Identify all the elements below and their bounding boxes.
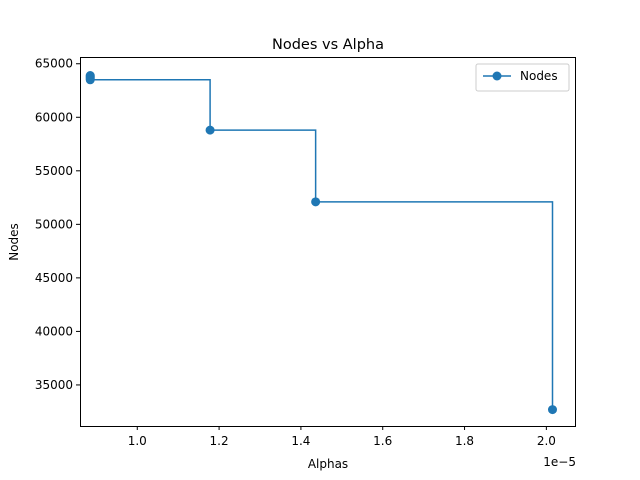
data-point	[85, 75, 95, 85]
y-axis-ticks: 35000 40000 45000 50000 55000 60000 65000	[35, 57, 80, 392]
y-tick-label: 55000	[35, 164, 73, 178]
x-axis-offset-label: 1e−5	[543, 455, 576, 469]
legend-marker	[492, 71, 502, 81]
y-tick-label: 35000	[35, 378, 73, 392]
x-tick-label: 1.4	[291, 434, 310, 448]
series-layer	[85, 71, 557, 415]
x-tick-label: 1.6	[373, 434, 392, 448]
x-tick-label: 1.0	[128, 434, 147, 448]
legend: Nodes	[475, 63, 570, 92]
data-point	[311, 197, 321, 207]
y-tick-label: 45000	[35, 271, 73, 285]
data-point	[548, 405, 557, 415]
chart-title: Nodes vs Alpha	[272, 37, 384, 53]
y-tick-label: 40000	[35, 324, 73, 338]
x-tick-label: 2.0	[537, 434, 556, 448]
y-axis-label: Nodes	[7, 223, 21, 261]
y-tick-label: 50000	[35, 217, 73, 231]
legend-box	[475, 63, 570, 92]
x-tick-label: 1.2	[210, 434, 229, 448]
x-axis-ticks: 1.0 1.2 1.4 1.6 1.8 2.0	[128, 426, 556, 448]
legend-label-nodes: Nodes	[520, 69, 558, 83]
y-tick-label: 65000	[35, 57, 73, 71]
x-tick-label: 1.8	[455, 434, 474, 448]
y-tick-label: 60000	[35, 110, 73, 124]
axes-frame	[80, 57, 576, 427]
data-point	[205, 125, 215, 135]
x-axis-label: Alphas	[308, 457, 348, 471]
